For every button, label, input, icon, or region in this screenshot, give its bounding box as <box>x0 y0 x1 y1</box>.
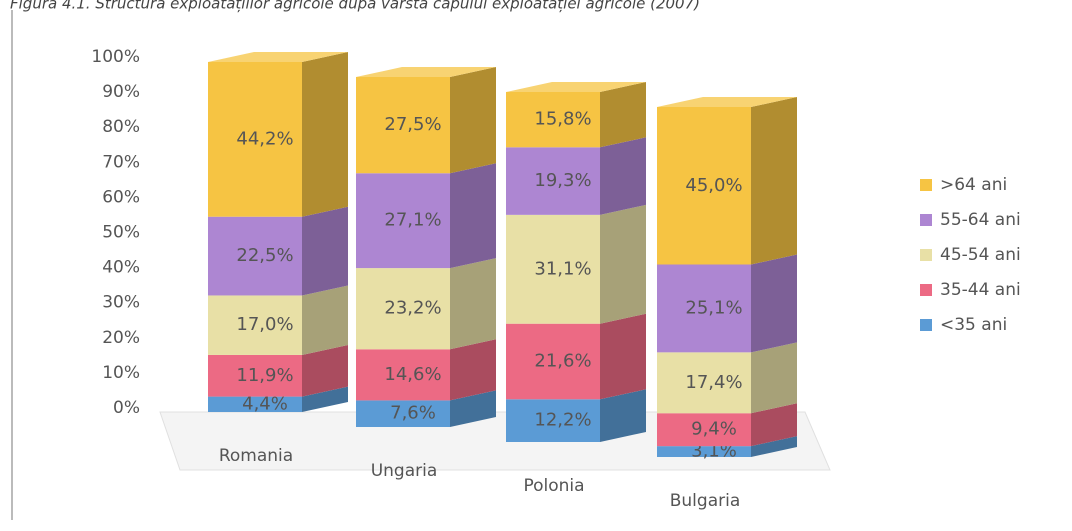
bar-side <box>302 285 348 355</box>
bar-segment <box>506 147 600 215</box>
bar-side <box>450 67 496 174</box>
x-tick-label: Polonia <box>523 476 584 496</box>
legend-label: >64 ani <box>940 175 1007 195</box>
bar-side <box>302 344 348 397</box>
y-tick-label: 60% <box>102 187 140 207</box>
bar-segment <box>356 400 450 427</box>
data-label: 15,8% <box>534 109 591 130</box>
bar-top <box>356 67 496 77</box>
legend-label: 35-44 ani <box>940 280 1021 300</box>
y-tick-label: 10% <box>102 363 140 383</box>
bar-segment <box>506 323 600 400</box>
bar-side <box>600 204 646 324</box>
data-label: 22,5% <box>236 245 293 266</box>
bar-segment <box>657 413 751 447</box>
data-label: 27,1% <box>384 210 441 231</box>
bar-segment <box>356 77 450 174</box>
bar-side <box>600 389 646 442</box>
bar-segment <box>356 173 450 269</box>
bar-side <box>450 390 496 427</box>
x-tick-label: Ungaria <box>371 461 438 481</box>
data-label: 12,2% <box>534 410 591 431</box>
bar-side <box>600 82 646 148</box>
chart-title: Figura 4.1. Structura exploatațiilor agr… <box>10 0 700 13</box>
bar-segment <box>208 62 302 217</box>
data-label: 14,6% <box>384 364 441 385</box>
data-label: 11,9% <box>236 365 293 386</box>
bar-side <box>450 258 496 350</box>
bar-segment <box>506 214 600 324</box>
data-label: 31,1% <box>534 258 591 279</box>
bar-segment <box>208 354 302 397</box>
legend-swatch <box>920 319 932 331</box>
data-label: 17,0% <box>236 314 293 335</box>
bar-side <box>302 52 348 217</box>
bar-side <box>600 137 646 215</box>
bar-segment <box>657 352 751 414</box>
bar-side <box>302 206 348 296</box>
data-label: 25,1% <box>685 297 742 318</box>
bar-segment <box>657 264 751 353</box>
bar-side <box>751 403 797 447</box>
bar-side <box>600 313 646 400</box>
bar-segment <box>657 446 751 457</box>
bar-segment <box>208 396 302 412</box>
y-tick-label: 0% <box>113 398 140 418</box>
legend-swatch <box>920 214 932 226</box>
bar-segment <box>506 92 600 148</box>
data-label: 45,0% <box>685 175 742 196</box>
bar-side <box>751 436 797 457</box>
bar-segment <box>356 349 450 401</box>
data-label: 4,4% <box>242 393 288 414</box>
y-tick-label: 70% <box>102 152 140 172</box>
data-label: 7,6% <box>390 403 436 424</box>
bar-segment <box>208 216 302 296</box>
bar-side <box>450 163 496 269</box>
y-tick-label: 20% <box>102 328 140 348</box>
y-tick-label: 100% <box>91 47 140 67</box>
bar-segment <box>208 295 302 355</box>
bar-segment <box>356 268 450 350</box>
legend-swatch <box>920 179 932 191</box>
data-label: 44,2% <box>236 128 293 149</box>
legend-swatch <box>920 284 932 296</box>
x-tick-label: Bulgaria <box>670 491 741 511</box>
data-label: 27,5% <box>384 114 441 135</box>
y-tick-label: 40% <box>102 258 140 278</box>
x-tick-label: Romania <box>219 446 293 466</box>
legend-label: 55-64 ani <box>940 210 1021 230</box>
bar-top <box>506 82 646 92</box>
bar-top <box>208 52 348 62</box>
bar-side <box>302 386 348 412</box>
bar-side <box>450 339 496 401</box>
legend-label: <35 ani <box>940 315 1007 335</box>
y-tick-label: 90% <box>102 82 140 102</box>
y-tick-label: 80% <box>102 117 140 137</box>
data-label: 9,4% <box>691 419 737 440</box>
data-label: 23,2% <box>384 298 441 319</box>
data-label: 17,4% <box>685 372 742 393</box>
data-label: 21,6% <box>534 351 591 372</box>
y-tick-label: 30% <box>102 293 140 313</box>
legend-label: 45-54 ani <box>940 245 1021 265</box>
bar-top <box>657 97 797 107</box>
legend-swatch <box>920 249 932 261</box>
bar-side <box>751 254 797 353</box>
y-tick-label: 50% <box>102 223 140 243</box>
bar-segment <box>506 399 600 442</box>
bar-segment <box>657 107 751 265</box>
bar-side <box>751 342 797 414</box>
data-label: 19,3% <box>534 170 591 191</box>
bar-side <box>751 97 797 265</box>
